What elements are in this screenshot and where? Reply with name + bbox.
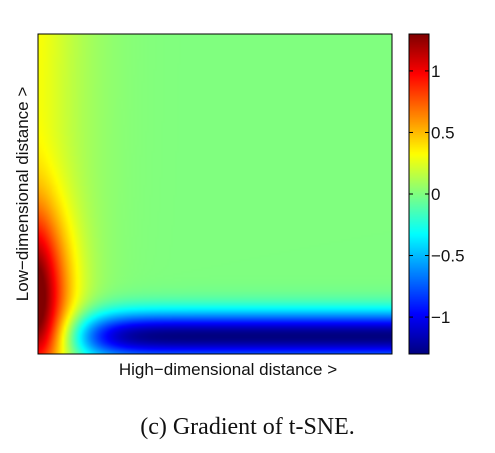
x-axis-label: High−dimensional distance > xyxy=(119,360,337,379)
y-axis-label: Low−dimensional distance > xyxy=(13,87,32,302)
colorbar: 1 0.5 0 −0.5 −1 xyxy=(408,33,465,355)
colorbar-tick-label: 0.5 xyxy=(431,123,455,142)
plot-frame xyxy=(37,33,393,355)
colorbar-tick-label: 1 xyxy=(431,62,440,81)
heatmap-plot xyxy=(38,34,392,354)
colorbar-tick-label: −1 xyxy=(431,308,450,327)
colorbar-gradient xyxy=(409,34,429,354)
heatmap-cells xyxy=(38,34,392,354)
colorbar-ticks: 1 0.5 0 −0.5 −1 xyxy=(409,62,465,327)
colorbar-tick-label: 0 xyxy=(431,185,440,204)
figure-caption: (c) Gradient of t-SNE. xyxy=(140,414,355,440)
colorbar-tick-label: −0.5 xyxy=(431,247,465,266)
